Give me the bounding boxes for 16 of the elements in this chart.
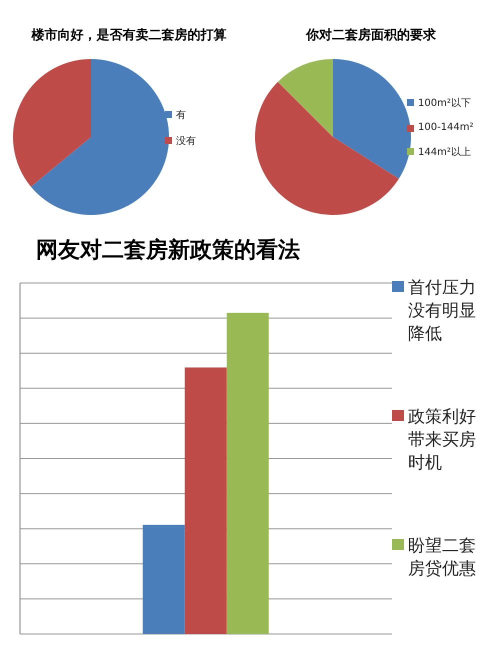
pie-slice <box>255 82 399 215</box>
legend-label: 144m²以上 <box>418 146 471 159</box>
legend-label: 盼望二套房贷优惠 <box>408 534 477 580</box>
chart-title: 你对二套房面积的要求 <box>304 26 437 45</box>
legend-label: 政策利好带来买房时机 <box>408 406 477 474</box>
legend-label: 有 <box>176 108 186 122</box>
legend-label: 没有 <box>176 134 196 148</box>
pie-slice <box>278 59 333 137</box>
legend-label: 100-144m² <box>418 122 474 133</box>
chart-title: 网友对二套房新政策的看法 <box>36 236 301 265</box>
pie-slice <box>13 59 91 187</box>
pie-slice <box>30 59 169 215</box>
pie-slice <box>333 59 411 179</box>
legend-label: 首付压力没有明显降低 <box>408 276 477 344</box>
chart-title: 楼市向好，是否有卖二套房的打算 <box>30 26 228 45</box>
legend-label: 100m²以下 <box>418 96 471 110</box>
